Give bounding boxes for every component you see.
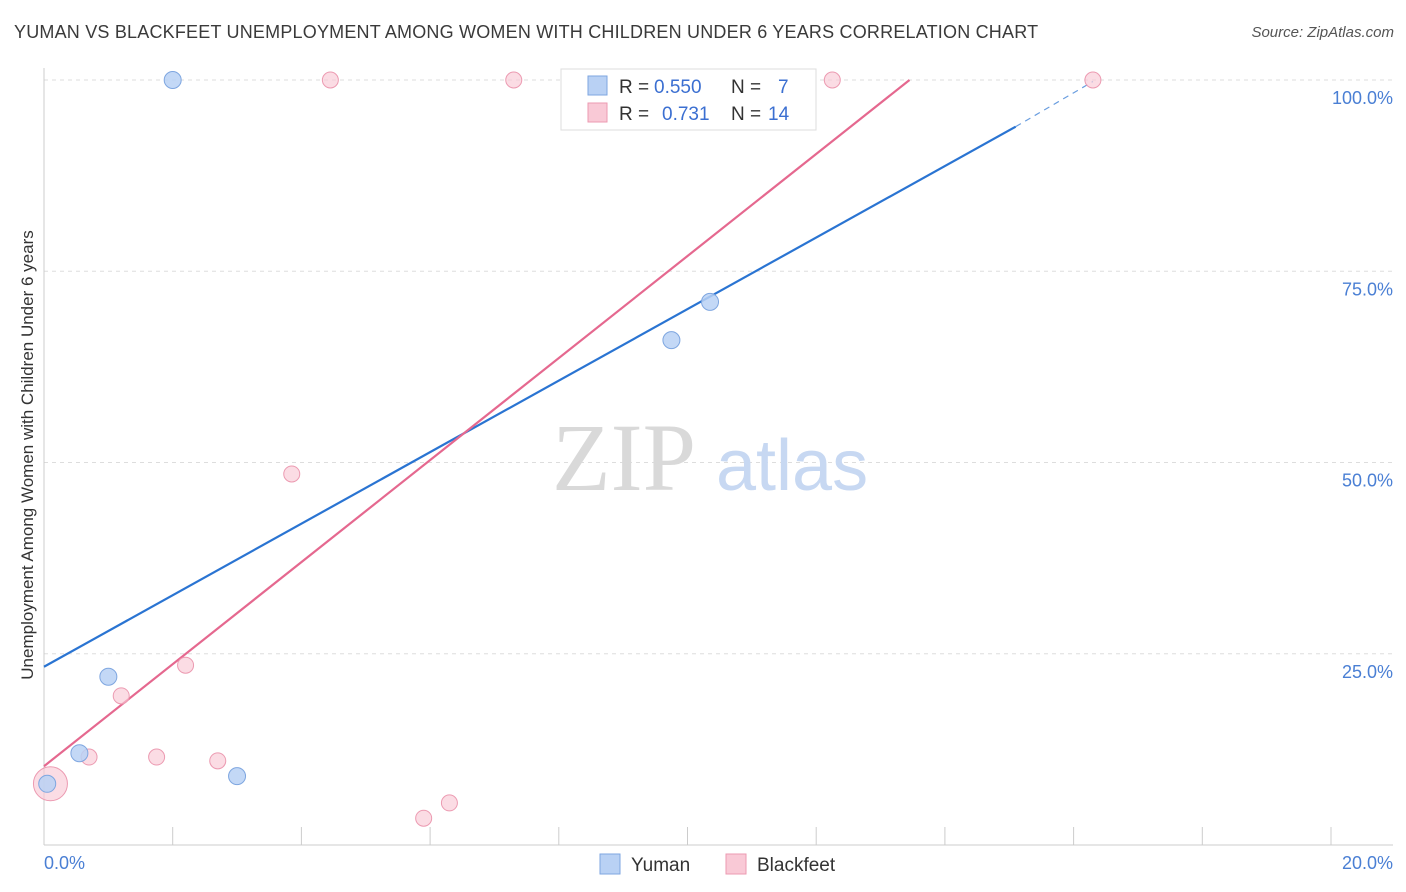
y-tick-label: 25.0% — [1342, 662, 1393, 682]
stats-legend-n-value-2: 14 — [768, 104, 790, 125]
y-tick-label: 100.0% — [1332, 88, 1393, 108]
watermark-atlas: atlas — [716, 426, 868, 506]
x-tick-label-max: 20.0% — [1342, 853, 1393, 873]
stats-legend-r-label-2: R = — [619, 104, 649, 125]
stats-legend-n-value-1: 7 — [778, 77, 789, 98]
y-axis-title: Unemployment Among Women with Children U… — [18, 230, 37, 679]
point-yuman — [70, 744, 89, 763]
point-yuman — [228, 767, 247, 786]
source-label: Source: ZipAtlas.com — [1251, 24, 1394, 41]
point-blackfeet — [505, 71, 523, 89]
y-tick-labels: 25.0% 50.0% 75.0% 100.0% — [1332, 88, 1393, 682]
point-blackfeet — [177, 656, 195, 674]
point-blackfeet — [283, 465, 301, 483]
point-blackfeet — [321, 71, 339, 89]
series-legend: Yuman Blackfeet — [599, 853, 836, 876]
point-blackfeet — [1084, 71, 1102, 89]
trend-lines — [43, 79, 1094, 768]
data-points — [32, 71, 1102, 827]
stats-legend-n-label-2: N = — [731, 104, 761, 125]
stats-legend-n-label-1: N = — [731, 77, 761, 98]
axes — [43, 68, 1393, 846]
point-yuman — [99, 667, 118, 686]
trend-line-yuman — [43, 125, 1017, 668]
stats-legend-r-value-1: 0.550 — [654, 77, 702, 98]
stats-legend-r-value-2: 0.731 — [662, 104, 710, 125]
legend-yuman-label: Yuman — [631, 855, 690, 876]
point-blackfeet — [112, 687, 130, 705]
chart-title: YUMAN VS BLACKFEET UNEMPLOYMENT AMONG WO… — [14, 22, 1039, 42]
stats-legend-yuman-swatch — [587, 75, 608, 96]
point-yuman — [662, 331, 681, 350]
stats-legend-r-label-1: R = — [619, 77, 649, 98]
point-blackfeet — [823, 71, 841, 89]
x-tick-label-min: 0.0% — [44, 853, 85, 873]
trend-line-blackfeet — [43, 79, 911, 768]
y-tick-label: 50.0% — [1342, 471, 1393, 491]
point-blackfeet — [209, 752, 227, 770]
stats-legend: R = 0.550 N = 7 R = 0.731 N = 14 — [560, 68, 817, 131]
point-yuman — [163, 71, 182, 89]
legend-blackfeet-swatch — [725, 853, 747, 875]
point-blackfeet — [415, 809, 433, 827]
point-yuman — [38, 774, 57, 793]
trend-line-yuman-extension — [1015, 81, 1094, 128]
grid — [44, 79, 1393, 655]
point-blackfeet — [440, 794, 458, 812]
legend-blackfeet-label: Blackfeet — [757, 855, 836, 876]
y-tick-label: 75.0% — [1342, 279, 1393, 299]
legend-yuman-swatch — [599, 853, 621, 875]
point-yuman — [701, 292, 720, 311]
watermark-zip: ZIP — [552, 404, 696, 511]
point-blackfeet — [148, 748, 166, 766]
stats-legend-blackfeet-swatch — [587, 102, 608, 123]
